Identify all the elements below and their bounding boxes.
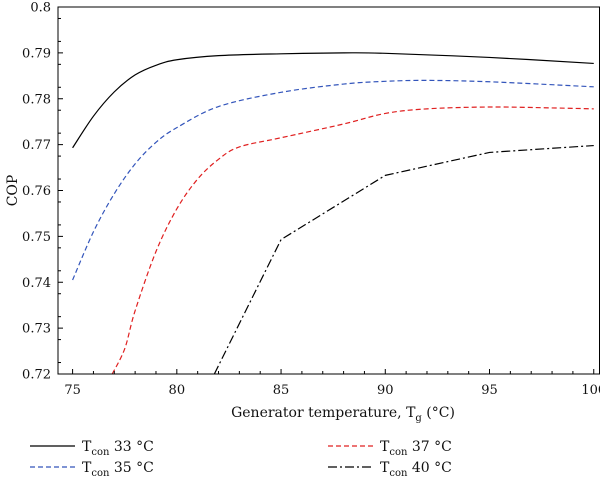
y-tick-label: 0.8 [30,1,51,16]
x-axis-title-unit: (°C) [422,405,455,421]
series-line-3 [111,106,594,374]
x-tick-label: 100 [581,383,600,398]
y-tick-label: 0.78 [22,92,51,107]
x-axis-title-subscript: g [415,413,422,424]
y-tick-label: 0.72 [22,368,51,383]
legend-label-3: Tcon 37 °C [380,439,452,458]
x-tick-label: 75 [64,383,81,398]
series-line-4 [213,144,594,374]
x-tick-label: 90 [377,383,394,398]
y-axis-title: COP [5,175,21,207]
y-tick-label: 0.77 [22,138,51,153]
legend-label-2: Tcon 35 °C [82,460,154,479]
y-tick-label: 0.79 [22,46,51,61]
legend-label-1: Tcon 33 °C [82,439,154,458]
x-axis-title-main: Generator temperature, T [231,405,416,421]
series-layer [72,52,594,374]
y-tick-label: 0.76 [22,184,51,199]
legend-label-4: Tcon 40 °C [380,460,452,479]
ticks-layer: 75 80 85 90 95 100 0.72 0.73 0.74 0.75 0.76 0.77 0.7… [22,1,600,399]
x-tick-label: 85 [273,383,290,398]
series-line-1 [72,52,594,149]
y-tick-label: 0.73 [22,322,51,337]
x-tick-label: 80 [169,383,186,398]
series-line-2 [72,79,594,281]
x-tick-label: 95 [481,383,498,398]
x-axis-title: Generator temperature, Tg (°C) [231,405,455,424]
y-tick-label: 0.74 [22,276,51,291]
y-tick-label: 0.75 [22,230,51,245]
legend: Tcon 33 °C Tcon 35 °C Tcon 37 °C Tcon 40 °C [30,439,452,479]
